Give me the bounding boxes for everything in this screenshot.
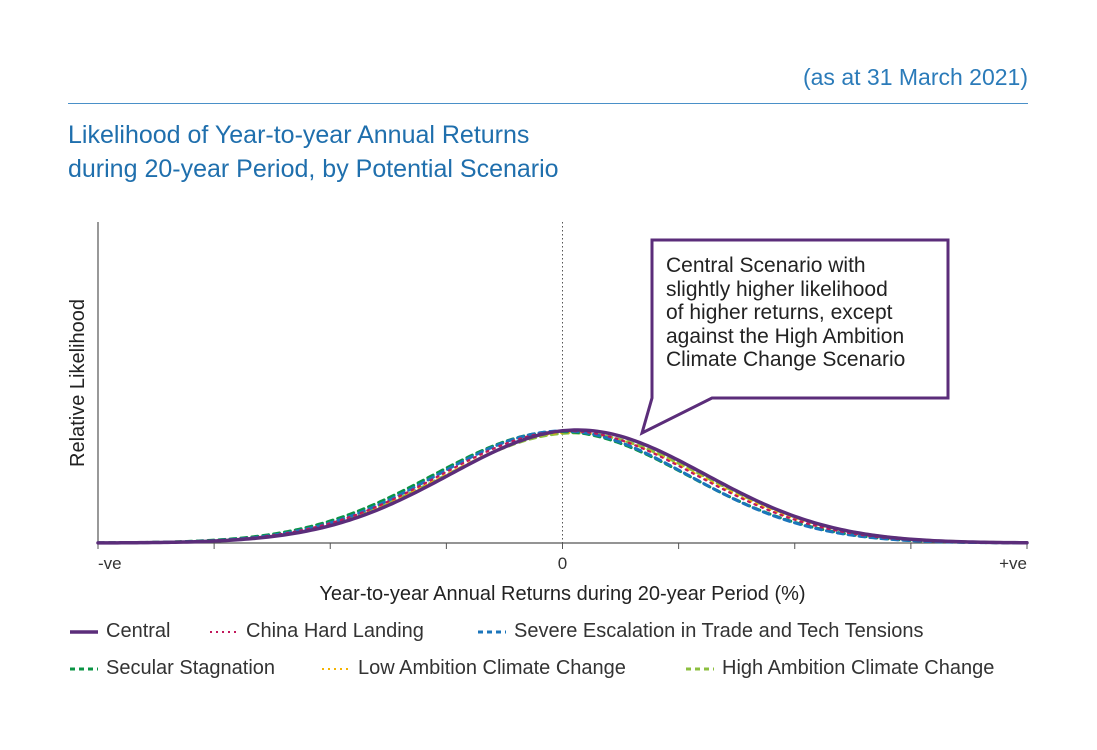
legend-label: Low Ambition Climate Change: [358, 657, 626, 679]
legend-item-central: Central: [70, 620, 170, 643]
legend-item-low-ambition: Low Ambition Climate Change: [322, 657, 626, 680]
callout-text: Central Scenario with slightly higher li…: [652, 240, 947, 398]
legend-item-china-hard-landing: China Hard Landing: [210, 620, 424, 643]
header-rule: [68, 103, 1028, 104]
legend-row-2: Secular Stagnation Low Ambition Climate …: [70, 657, 1050, 694]
series-line-central: [96, 428, 1029, 545]
legend-swatch-central: [70, 629, 98, 634]
chart-title: Likelihood of Year-to-year Annual Return…: [68, 118, 559, 186]
legend-swatch-high-ambition: [686, 667, 714, 670]
legend-label: Central: [106, 620, 171, 642]
legend-label: Severe Escalation in Trade and Tech Tens…: [514, 620, 924, 642]
x-axis-label: Year-to-year Annual Returns during 20-ye…: [319, 583, 805, 605]
legend-item-severe-escalation: Severe Escalation in Trade and Tech Tens…: [478, 620, 924, 643]
legend-item-high-ambition: High Ambition Climate Change: [686, 657, 994, 680]
axes: [97, 222, 1028, 549]
legend-swatch-low-ambition: [322, 667, 350, 670]
callout-box: [639, 238, 950, 436]
legend-label: China Hard Landing: [246, 620, 424, 642]
x-tick-label-zero: 0: [558, 554, 567, 573]
title-line-1: Likelihood of Year-to-year Annual Return…: [68, 121, 530, 149]
legend-label: Secular Stagnation: [106, 657, 276, 679]
legend-label: High Ambition Climate Change: [722, 657, 995, 679]
callout-line: Climate Change Scenario: [666, 348, 906, 371]
callout-line: against the High Ambition: [666, 324, 905, 348]
legend-row-1: Central China Hard Landing Severe Escala…: [70, 620, 1050, 657]
y-axis-label: Relative Likelihood: [67, 299, 89, 467]
legend-swatch-severe-escalation: [478, 630, 506, 633]
legend-swatch-china-hard-landing: [210, 630, 238, 633]
title-line-2: during 20-year Period, by Potential Scen…: [68, 155, 559, 183]
callout-line: of higher returns, except: [666, 301, 893, 324]
legend-swatch-secular-stagnation: [70, 667, 98, 670]
date-note: (as at 31 March 2021): [802, 64, 1028, 90]
legend: Central China Hard Landing Severe Escala…: [70, 620, 1050, 694]
labels-layer: -ve 0 +ve Year-to-year Annual Returns durin…: [67, 299, 1027, 605]
callout-line: slightly higher likelihood: [666, 277, 888, 301]
callout-line: Central Scenario with: [666, 254, 866, 277]
legend-item-secular-stagnation: Secular Stagnation: [70, 657, 275, 680]
x-tick-label-left: -ve: [98, 554, 122, 573]
x-tick-label-right: +ve: [999, 554, 1027, 573]
callout-layer: [639, 238, 950, 436]
series-layer: [96, 428, 1029, 545]
